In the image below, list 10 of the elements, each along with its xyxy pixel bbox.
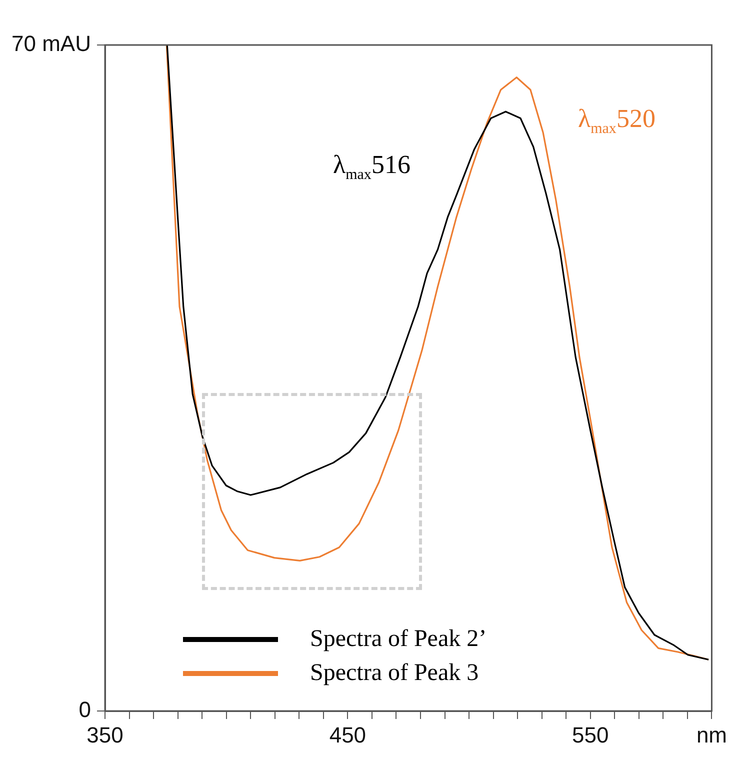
legend-label: Spectra of Peak 3 bbox=[310, 660, 479, 686]
annotation: λ$_{max}$516 bbox=[333, 150, 410, 184]
y-tick-label: 70 mAU bbox=[12, 31, 91, 56]
legend-label: Spectra of Peak 2’ bbox=[310, 626, 487, 652]
x-tick-label: 450 bbox=[329, 722, 366, 748]
annotation: λ$_{max}$520 bbox=[578, 104, 656, 138]
x-tick-label: 350 bbox=[86, 722, 124, 748]
y-tick-label: 0 bbox=[78, 697, 91, 722]
x-tick-label: nm bbox=[696, 722, 727, 748]
x-tick-label: 550 bbox=[572, 722, 609, 748]
